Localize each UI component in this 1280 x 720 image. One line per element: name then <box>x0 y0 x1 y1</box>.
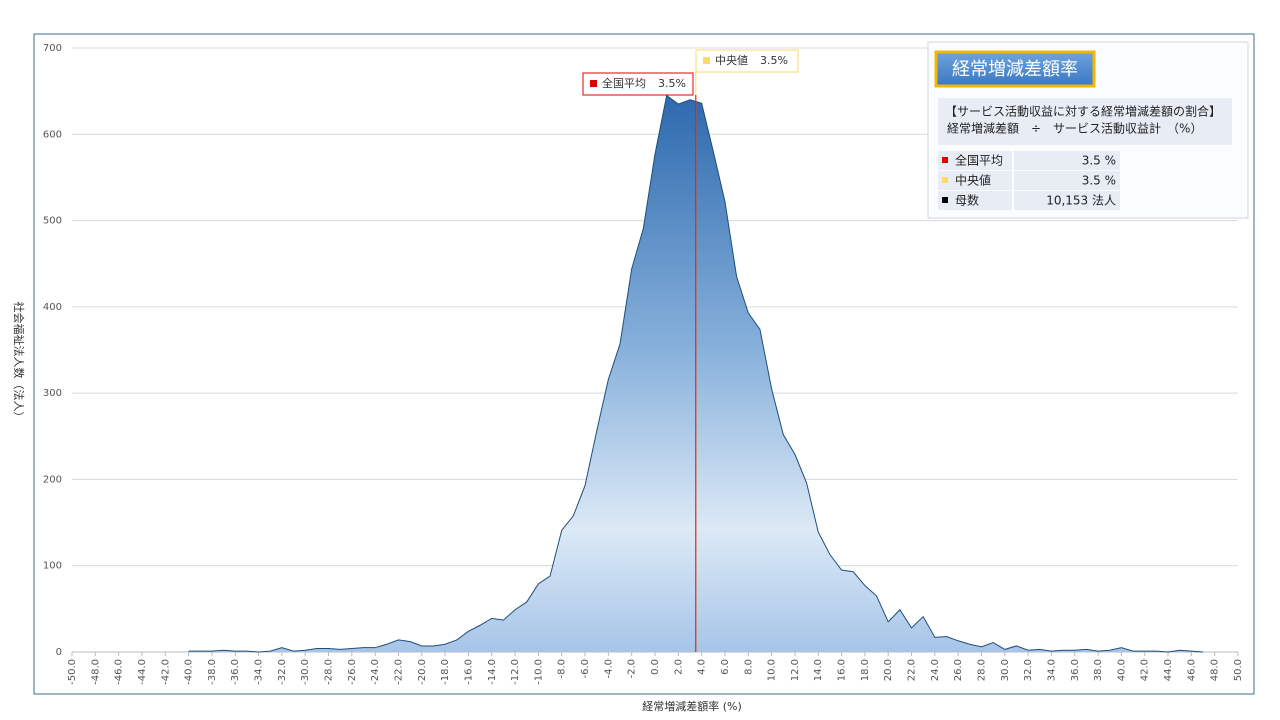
x-tick-label: 42.0 <box>1140 659 1151 681</box>
info-rows: 全国平均 3.5 % 中央値 3.5 % 母数 10,153 法人 <box>938 151 1120 210</box>
info-row-value: 3.5 % <box>1082 174 1116 188</box>
info-row-swatch <box>942 157 948 163</box>
x-tick-label: -2.0 <box>627 659 638 679</box>
x-tick-label: -26.0 <box>347 659 358 685</box>
x-tick-label: -30.0 <box>300 659 311 685</box>
x-tick-label: -38.0 <box>207 659 218 685</box>
x-tick-label: -4.0 <box>603 659 614 679</box>
y-tick-label: 0 <box>56 647 62 658</box>
x-tick-label: -18.0 <box>440 659 451 685</box>
x-tick-label: -14.0 <box>487 659 498 685</box>
x-tick-label: 10.0 <box>767 659 778 681</box>
x-tick-label: -20.0 <box>417 659 428 685</box>
x-tick-label: 14.0 <box>813 659 824 681</box>
median-label: 中央値 <box>715 54 748 67</box>
x-tick-label: -46.0 <box>114 659 125 685</box>
y-tick-label: 700 <box>43 43 62 54</box>
mean-label: 全国平均 <box>602 76 646 90</box>
info-row-value-cell <box>1014 171 1120 190</box>
y-tick-label: 400 <box>43 302 62 313</box>
x-tick-label: 40.0 <box>1116 659 1127 681</box>
x-tick-label: 50.0 <box>1233 659 1244 681</box>
x-tick-label: 32.0 <box>1023 659 1034 681</box>
x-tick-label: -34.0 <box>254 659 265 685</box>
x-tick-label: 2.0 <box>673 659 684 675</box>
x-tick-label: -8.0 <box>557 659 568 679</box>
x-tick-label: -16.0 <box>463 659 474 685</box>
x-tick-label: 6.0 <box>720 659 731 675</box>
info-description: 【サービス活動収益に対する経常増減差額の割合】 <box>945 104 1221 119</box>
info-row-value-cell <box>1014 151 1120 170</box>
x-tick-label: 8.0 <box>743 659 754 675</box>
x-tick-label: 34.0 <box>1046 659 1057 681</box>
mean-value-label: 3.5% <box>658 77 686 90</box>
x-tick-label: 0.0 <box>650 659 661 675</box>
info-row-label: 中央値 <box>955 173 991 188</box>
x-tick-label: 4.0 <box>697 659 708 675</box>
info-row-label: 母数 <box>955 193 979 208</box>
x-tick-label: -28.0 <box>324 659 335 685</box>
mean-swatch <box>590 80 597 87</box>
x-axis-label: 経常増減差額率 (%) <box>642 699 742 713</box>
x-tick-label: 30.0 <box>1000 659 1011 681</box>
plot: 0 100 200 300 400 500 600 700 -50.0 -48.0 -46.0 -44… <box>43 43 1244 685</box>
info-title: 経常増減差額率 <box>952 59 1078 80</box>
x-tick-label: -44.0 <box>137 659 148 685</box>
y-axis-label: 社会福祉法人数（法人） <box>12 302 26 423</box>
x-tick-label: -40.0 <box>184 659 195 685</box>
info-description-box <box>938 98 1232 145</box>
x-tick-label: -6.0 <box>580 659 591 679</box>
x-tick-label: 18.0 <box>860 659 871 681</box>
y-tick-label: 500 <box>43 216 62 227</box>
x-tick-label: -50.0 <box>67 659 78 685</box>
info-title-box <box>934 50 1096 88</box>
x-tick-label: -36.0 <box>230 659 241 685</box>
x-tick-label: 24.0 <box>930 659 941 681</box>
y-tick-label: 300 <box>43 388 62 399</box>
x-tick-label: 12.0 <box>790 659 801 681</box>
x-tick-label: 38.0 <box>1093 659 1104 681</box>
x-tick-label: -22.0 <box>393 659 404 685</box>
x-tick-label: 16.0 <box>837 659 848 681</box>
x-tick-label: 28.0 <box>976 659 987 681</box>
x-tick-label: -24.0 <box>370 659 381 685</box>
info-row-value: 3.5 % <box>1082 154 1116 168</box>
x-tick-label: 44.0 <box>1163 659 1174 681</box>
info-row-label-cell <box>938 151 1012 170</box>
y-tick-label: 100 <box>43 561 62 572</box>
x-tick-label: 20.0 <box>883 659 894 681</box>
y-tick-label: 200 <box>43 474 62 485</box>
x-tick-label: 48.0 <box>1210 659 1221 681</box>
info-row-value-cell <box>1014 191 1120 210</box>
y-tick-label: 600 <box>43 129 62 140</box>
info-row-swatch <box>942 197 948 203</box>
x-tick-label: 36.0 <box>1070 659 1081 681</box>
median-label-box <box>695 49 799 73</box>
x-tick-label: -42.0 <box>160 659 171 685</box>
median-swatch <box>703 57 710 64</box>
x-tick-label: 22.0 <box>907 659 918 681</box>
mean-label-box <box>582 72 694 96</box>
info-row-value: 10,153 法人 <box>1046 194 1116 208</box>
x-tick-label: -12.0 <box>510 659 521 685</box>
x-tick-label: -48.0 <box>90 659 101 685</box>
median-value-label: 3.5% <box>760 54 788 67</box>
info-row-swatch <box>942 177 948 183</box>
x-tick-label: 46.0 <box>1186 659 1197 681</box>
info-row-label-cell <box>938 191 1012 210</box>
x-tick-label: 26.0 <box>953 659 964 681</box>
info-description: 経常増減差額 ÷ サービス活動収益計 （%） <box>947 121 1202 136</box>
x-tick-label: -32.0 <box>277 659 288 685</box>
info-row-label-cell <box>938 171 1012 190</box>
info-row-label: 全国平均 <box>955 153 1003 168</box>
x-tick-label: -10.0 <box>533 659 544 685</box>
